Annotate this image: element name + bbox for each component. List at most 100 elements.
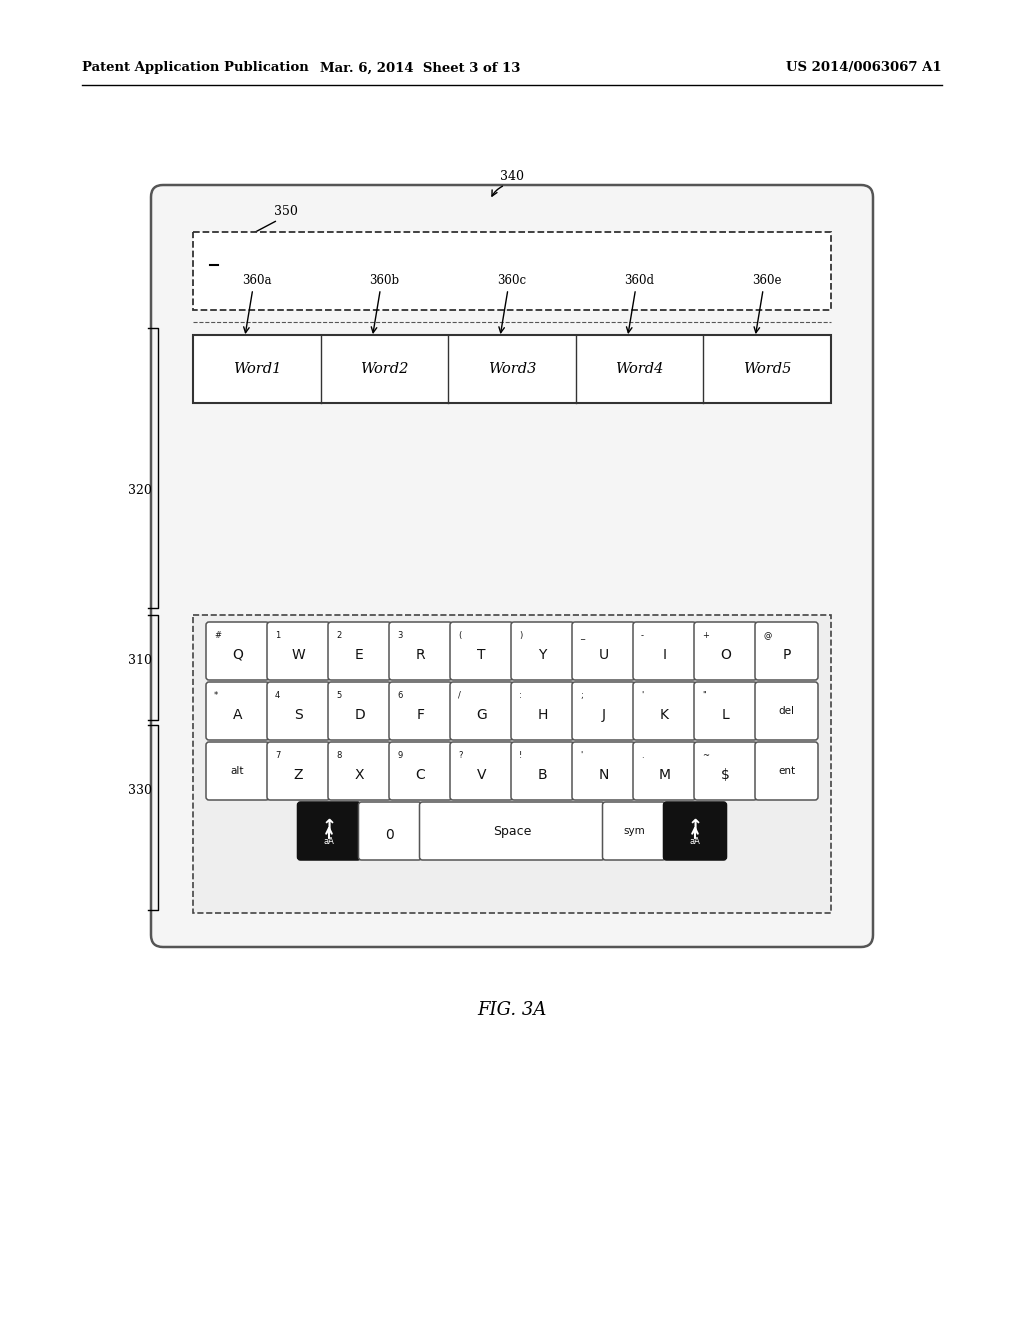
FancyBboxPatch shape (664, 803, 726, 861)
Text: 4: 4 (275, 690, 281, 700)
Text: V: V (477, 768, 486, 781)
FancyBboxPatch shape (328, 742, 391, 800)
Text: 360b: 360b (370, 275, 399, 286)
FancyBboxPatch shape (511, 742, 574, 800)
Text: 330: 330 (128, 784, 152, 796)
FancyBboxPatch shape (755, 742, 818, 800)
Text: Y: Y (539, 648, 547, 663)
Text: :: : (519, 690, 522, 700)
Text: 320: 320 (128, 483, 152, 496)
Text: .: . (641, 751, 644, 760)
FancyBboxPatch shape (328, 622, 391, 680)
Text: aA: aA (324, 837, 335, 846)
FancyBboxPatch shape (193, 232, 831, 310)
Text: 2: 2 (336, 631, 341, 640)
Text: _: _ (580, 631, 585, 640)
FancyBboxPatch shape (151, 185, 873, 946)
Text: 7: 7 (275, 751, 281, 760)
FancyBboxPatch shape (602, 803, 666, 861)
Text: 360c: 360c (498, 275, 526, 286)
Text: Patent Application Publication: Patent Application Publication (82, 62, 309, 74)
Text: Word5: Word5 (743, 362, 792, 376)
Text: ↑: ↑ (322, 818, 337, 836)
Text: 360e: 360e (753, 275, 782, 286)
FancyBboxPatch shape (633, 622, 696, 680)
Text: I: I (663, 648, 667, 663)
Text: S: S (294, 708, 303, 722)
Text: M: M (658, 768, 671, 781)
Text: alt: alt (230, 766, 245, 776)
FancyBboxPatch shape (511, 682, 574, 741)
Text: 0: 0 (386, 828, 394, 842)
Text: J: J (601, 708, 605, 722)
Text: sym: sym (624, 826, 645, 836)
FancyBboxPatch shape (358, 803, 422, 861)
FancyBboxPatch shape (694, 682, 757, 741)
Text: *: * (214, 690, 218, 700)
Text: Mar. 6, 2014  Sheet 3 of 13: Mar. 6, 2014 Sheet 3 of 13 (319, 62, 520, 74)
FancyBboxPatch shape (694, 622, 757, 680)
FancyBboxPatch shape (572, 682, 635, 741)
Text: ': ' (580, 751, 583, 760)
FancyBboxPatch shape (572, 742, 635, 800)
FancyBboxPatch shape (206, 682, 269, 741)
FancyBboxPatch shape (267, 622, 330, 680)
FancyBboxPatch shape (450, 682, 513, 741)
Text: F: F (417, 708, 425, 722)
Text: 310: 310 (128, 653, 152, 667)
Text: Z: Z (294, 768, 303, 781)
Text: U: U (598, 648, 608, 663)
Text: ~: ~ (702, 751, 709, 760)
FancyBboxPatch shape (193, 335, 831, 403)
Text: @: @ (763, 631, 771, 640)
Text: ?: ? (458, 751, 463, 760)
Text: Q: Q (232, 648, 243, 663)
Text: 350: 350 (274, 205, 298, 218)
Text: T: T (477, 648, 485, 663)
FancyBboxPatch shape (511, 622, 574, 680)
Text: R: R (416, 648, 425, 663)
Text: ent: ent (778, 766, 795, 776)
Text: W: W (292, 648, 305, 663)
FancyBboxPatch shape (206, 742, 269, 800)
FancyBboxPatch shape (450, 742, 513, 800)
Text: H: H (538, 708, 548, 722)
Text: +: + (702, 631, 709, 640)
Text: P: P (782, 648, 791, 663)
FancyBboxPatch shape (389, 682, 452, 741)
Text: 6: 6 (397, 690, 402, 700)
Text: X: X (354, 768, 365, 781)
FancyBboxPatch shape (267, 682, 330, 741)
Text: Space: Space (493, 825, 531, 837)
Text: 1: 1 (275, 631, 281, 640)
Text: 340: 340 (500, 170, 524, 183)
Text: aA: aA (689, 837, 700, 846)
Text: 3: 3 (397, 631, 402, 640)
Text: Word2: Word2 (360, 362, 409, 376)
FancyBboxPatch shape (755, 682, 818, 741)
Text: /: / (458, 690, 461, 700)
Text: K: K (660, 708, 669, 722)
Text: ': ' (641, 690, 643, 700)
Text: -: - (641, 631, 644, 640)
Text: Word1: Word1 (232, 362, 281, 376)
FancyBboxPatch shape (206, 622, 269, 680)
Text: US 2014/0063067 A1: US 2014/0063067 A1 (786, 62, 942, 74)
Text: FIG. 3A: FIG. 3A (477, 1001, 547, 1019)
Text: ↑: ↑ (687, 818, 702, 836)
Text: N: N (598, 768, 608, 781)
Text: Word3: Word3 (487, 362, 537, 376)
FancyBboxPatch shape (267, 742, 330, 800)
Text: 5: 5 (336, 690, 341, 700)
Text: !: ! (519, 751, 522, 760)
Text: B: B (538, 768, 547, 781)
Text: O: O (720, 648, 731, 663)
FancyBboxPatch shape (193, 615, 831, 913)
FancyBboxPatch shape (755, 622, 818, 680)
Text: Word4: Word4 (615, 362, 664, 376)
Text: 360d: 360d (625, 275, 654, 286)
Text: (: ( (458, 631, 461, 640)
FancyBboxPatch shape (450, 622, 513, 680)
Text: ): ) (519, 631, 522, 640)
Text: C: C (416, 768, 425, 781)
